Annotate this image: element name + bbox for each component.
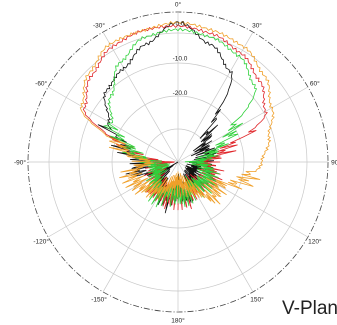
chart-title: V-Plane bbox=[282, 298, 337, 319]
angle-tick-label: 120° bbox=[308, 238, 322, 246]
angle-tick-label: 90° bbox=[331, 159, 337, 167]
grid-spoke-330 bbox=[102, 31, 179, 163]
series-group bbox=[79, 20, 275, 214]
angle-tick-label: 30° bbox=[252, 22, 262, 30]
radial-tick-label: 0.0 bbox=[175, 20, 184, 27]
radial-tick-label: -20.0 bbox=[173, 90, 188, 97]
angle-tick-label: 60° bbox=[310, 80, 320, 88]
angle-tick-label: -30° bbox=[93, 22, 105, 30]
grid-spoke-300 bbox=[47, 86, 179, 163]
angle-tick-label: -90° bbox=[14, 159, 26, 167]
radial-tick-label: -10.0 bbox=[173, 55, 188, 62]
series-line-3 bbox=[79, 20, 275, 205]
angle-tick-label: 180° bbox=[171, 317, 185, 325]
grid-spoke-30 bbox=[177, 31, 254, 163]
angle-tick-label: -120° bbox=[33, 238, 49, 246]
angle-tick-label: -150° bbox=[91, 295, 107, 303]
angle-tick-label: -60° bbox=[35, 80, 47, 88]
angle-tick-label: 150° bbox=[250, 295, 264, 303]
angle-tick-label: 0° bbox=[175, 1, 182, 9]
tick-labels: 0° 30° 60° 90° 120° 150° 180° -150° -120° -90° -60… bbox=[14, 1, 337, 325]
series-line-2 bbox=[103, 27, 258, 208]
